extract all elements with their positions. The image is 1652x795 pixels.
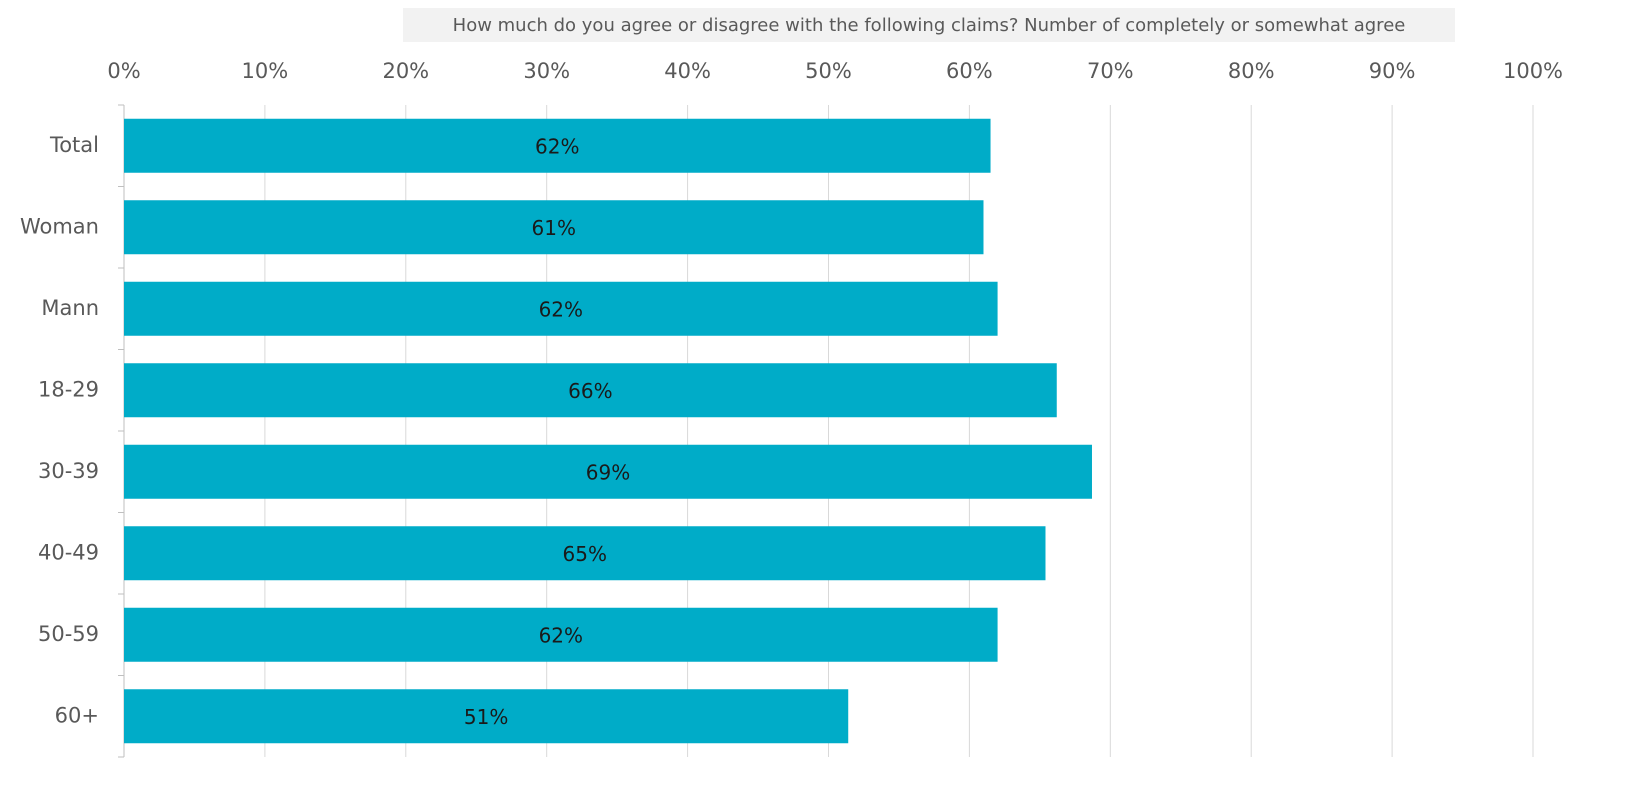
- y-tick-label: 18-29: [38, 377, 99, 401]
- data-label: 66%: [568, 379, 612, 403]
- title-box: [403, 8, 1455, 42]
- y-tick-label: Mann: [41, 296, 99, 320]
- bar: [124, 607, 998, 662]
- x-tick-label: 40%: [664, 59, 711, 83]
- x-tick-label: 50%: [805, 59, 852, 83]
- bar: [124, 526, 1046, 581]
- x-tick-label: 70%: [1087, 59, 1134, 83]
- data-label: 62%: [539, 623, 583, 647]
- data-label: 61%: [532, 216, 576, 240]
- data-label: 62%: [539, 297, 583, 321]
- x-tick-label: 30%: [523, 59, 570, 83]
- chart-title: How much do you agree or disagree with t…: [453, 15, 1406, 36]
- x-tick-label: 10%: [242, 59, 289, 83]
- bar: [124, 118, 991, 173]
- data-label: 62%: [535, 134, 579, 158]
- y-tick-label: 30-39: [38, 459, 99, 483]
- x-tick-label: 0%: [107, 59, 140, 83]
- bar: [124, 200, 984, 255]
- data-label: 69%: [586, 460, 630, 484]
- data-label: 65%: [563, 542, 607, 566]
- x-tick-label: 80%: [1228, 59, 1275, 83]
- y-tick-label: 40-49: [38, 540, 99, 564]
- bar: [124, 444, 1092, 499]
- bar: [124, 689, 849, 744]
- y-tick-label: Total: [49, 133, 99, 157]
- bar: [124, 281, 998, 336]
- data-label: 51%: [464, 705, 508, 729]
- x-tick-label: 60%: [946, 59, 993, 83]
- x-tick-label: 100%: [1503, 59, 1563, 83]
- y-tick-label: Woman: [20, 214, 99, 238]
- bar: [124, 363, 1057, 418]
- y-tick-label: 60+: [55, 703, 99, 727]
- y-tick-label: 50-59: [38, 622, 99, 646]
- x-tick-label: 90%: [1369, 59, 1416, 83]
- x-tick-label: 20%: [382, 59, 429, 83]
